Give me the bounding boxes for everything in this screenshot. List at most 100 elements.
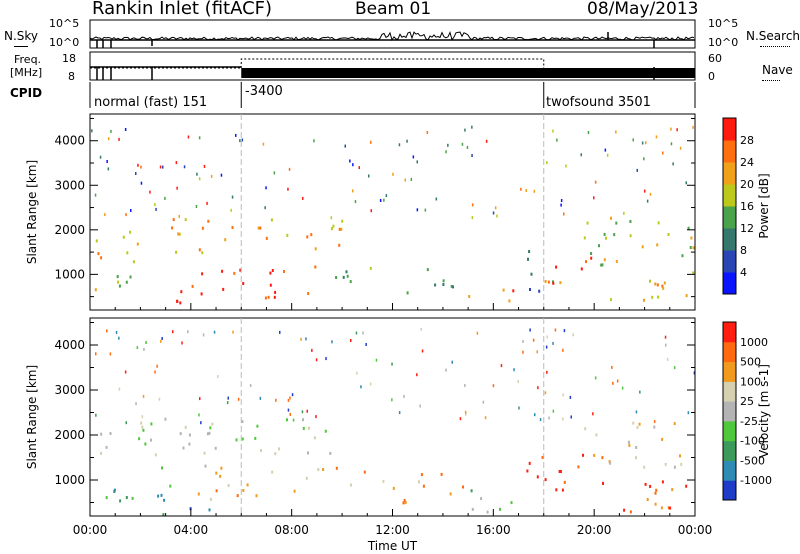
freq-tick-bottom: 8 (68, 70, 75, 83)
echo-cell (264, 206, 266, 210)
echo-cell (522, 340, 524, 343)
echo-cell (664, 335, 667, 339)
echo-cell (685, 294, 688, 298)
echo-cell (150, 422, 153, 426)
echo-cell (570, 415, 572, 419)
echo-cell (118, 387, 121, 391)
y-tick-label: 4000 (54, 134, 85, 148)
echo-cell (273, 295, 276, 299)
echo-cell (203, 451, 206, 455)
x-axis-label: Time UT (367, 539, 418, 553)
echo-cell (180, 290, 183, 294)
echo-cell (184, 425, 187, 429)
echo-cell (594, 376, 597, 380)
echo-cell (528, 250, 531, 253)
echo-cell (672, 162, 674, 166)
echo-cell (583, 236, 586, 240)
echo-cell (204, 464, 207, 468)
echo-cell (680, 462, 683, 466)
echo-cell (107, 137, 110, 141)
echo-cell (199, 397, 201, 401)
echo-cell (525, 189, 527, 192)
echo-cell (169, 484, 172, 488)
echo-cell (546, 335, 548, 339)
echo-cell (289, 396, 291, 400)
echo-cell (645, 141, 647, 145)
echo-cell (341, 219, 344, 223)
colorbar-tick-label: 8 (740, 244, 747, 257)
echo-cell (270, 218, 273, 222)
echo-cell (104, 213, 106, 217)
nsky-label: N.Sky (4, 29, 39, 43)
echo-cell (545, 345, 548, 349)
echo-cell (623, 211, 625, 215)
echo-cell (292, 418, 295, 422)
echo-cell (175, 161, 178, 165)
echo-cell (354, 200, 357, 204)
echo-cell (562, 393, 564, 397)
echo-cell (670, 142, 673, 146)
echo-cell (615, 260, 618, 263)
echo-cell (392, 172, 394, 176)
echo-cell (406, 291, 409, 295)
echo-cell (117, 280, 120, 284)
echo-cell (307, 292, 310, 295)
freq-strip-frame (89, 51, 696, 81)
echo-cell (643, 157, 645, 161)
echo-cell (136, 242, 139, 246)
colorbar-tick-label: 4 (740, 266, 747, 279)
echo-cell (241, 138, 244, 142)
echo-cell (149, 190, 151, 194)
echo-cell (664, 462, 667, 466)
echo-cell (233, 271, 236, 275)
echo-cell (391, 362, 393, 366)
echo-cell (518, 406, 520, 410)
echo-cell (178, 214, 180, 218)
echo-cell (135, 402, 137, 406)
echo-cell (106, 160, 108, 163)
echo-cell (163, 498, 166, 502)
colorbar-swatch (723, 341, 736, 363)
echo-cell (154, 203, 156, 207)
echo-cell (560, 203, 562, 207)
echo-cell (288, 167, 291, 171)
echo-cell (679, 146, 682, 150)
echo-cell (289, 412, 291, 416)
echo-cell (636, 425, 639, 429)
echo-cell (305, 476, 308, 480)
echo-cell (628, 443, 631, 447)
echo-cell (635, 446, 638, 449)
colorbar-swatch (723, 118, 736, 141)
echo-cell (259, 396, 262, 400)
echo-cell (643, 465, 646, 469)
echo-cell (459, 417, 462, 421)
echo-cell (692, 125, 694, 129)
echo-cell (464, 410, 467, 414)
echo-cell (522, 350, 524, 354)
echo-cell (129, 275, 132, 279)
echo-cell (329, 451, 332, 455)
echo-cell (271, 470, 274, 474)
colorbar-swatch (723, 401, 736, 422)
echo-cell (209, 497, 212, 501)
echo-cell (608, 460, 611, 464)
echo-cell (215, 471, 218, 475)
echo-cell (154, 453, 157, 457)
echo-cell (562, 417, 564, 421)
echo-cell (256, 424, 259, 428)
colorbar-frame (722, 321, 737, 501)
echo-cell (164, 417, 167, 421)
echo-cell (201, 226, 204, 230)
echo-cell (671, 488, 674, 492)
echo-cell (241, 437, 244, 441)
echo-cell (502, 288, 505, 292)
echo-cell (307, 451, 309, 455)
echo-cell (236, 494, 239, 498)
x-tick-label: 20:00 (577, 523, 612, 537)
echo-cell (301, 410, 304, 414)
freq-label: Freq. (14, 53, 42, 66)
echo-cell (129, 230, 132, 234)
colorbar-swatch (723, 440, 736, 461)
echo-cell (203, 164, 206, 168)
echo-cell (226, 401, 229, 405)
